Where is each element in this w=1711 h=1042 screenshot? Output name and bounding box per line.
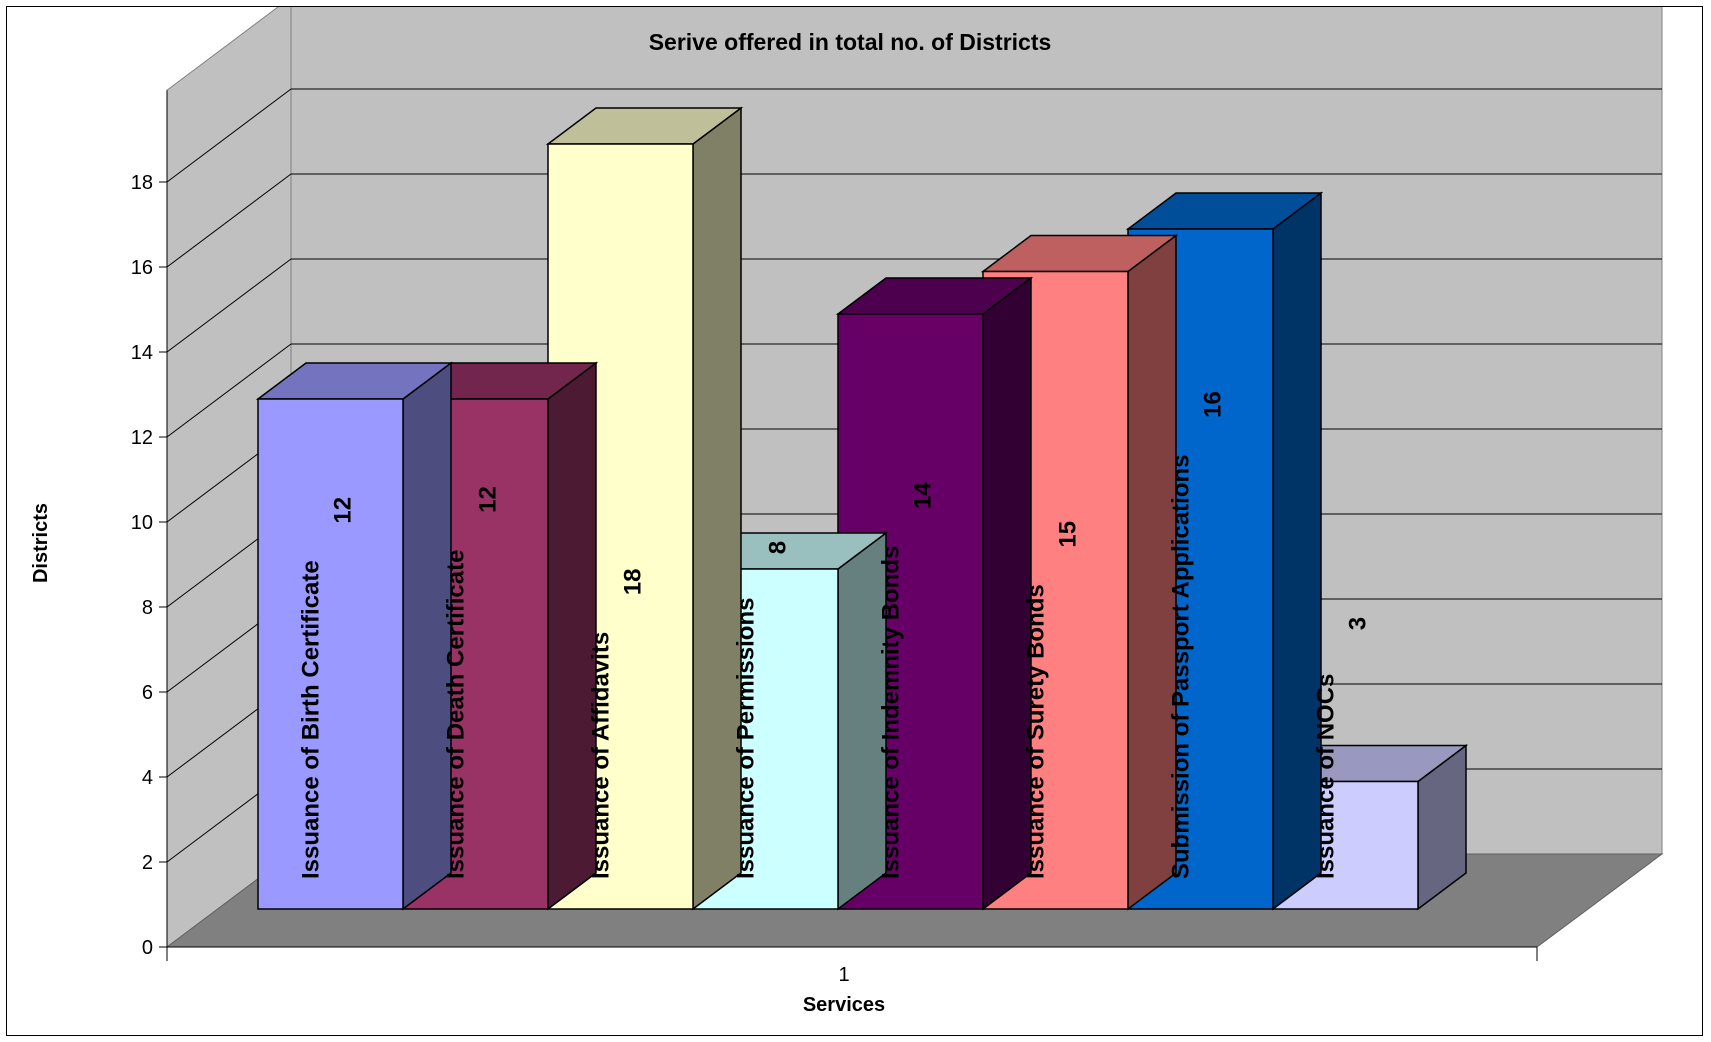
y-tick-label: 14 (131, 342, 153, 364)
data-labels: Issuance of Birth Certificate 12 Issuance … (298, 391, 1372, 879)
bar-value-label: 15 (1055, 521, 1082, 548)
bar-value-label: 12 (475, 486, 502, 513)
bar-name-label: Issuance of Surety Bonds (1023, 584, 1050, 879)
y-axis: 0 2 4 6 8 10 12 14 16 18 (131, 90, 1538, 961)
bar-name-label: Issuance of Permissions (733, 598, 760, 879)
y-tick-label: 8 (142, 597, 153, 619)
bar-name-label: Issuance of Death Certificate (443, 550, 470, 879)
bar (255, 361, 454, 911)
gridline-side (166, 258, 292, 353)
y-tick-label: 2 (142, 852, 153, 874)
y-axis-title: Districts (30, 503, 52, 583)
bar-name-label: Issuance of NOCs (1313, 674, 1340, 879)
bar-value-label: 12 (330, 497, 357, 524)
bar-name-label: Issuance of Indemnity Bonds (878, 546, 905, 879)
bar-name-label: Issuance of Affidavits (588, 632, 615, 879)
y-tick-label: 10 (131, 512, 153, 534)
y-tick-label: 18 (131, 172, 153, 194)
bar-value-label: 14 (910, 482, 937, 509)
chart-frame: 0 2 4 6 8 10 12 14 16 18 Issuance of Birth Certif… (6, 6, 1703, 1036)
chart-title: Serive offered in total no. of Districts (649, 29, 1052, 55)
x-tick-label: 1 (838, 964, 849, 986)
bar-value-label: 16 (1200, 391, 1227, 418)
gridline-side (166, 88, 292, 183)
bar-value-label: 18 (620, 568, 647, 595)
bar-front (257, 398, 404, 910)
y-tick-label: 6 (142, 682, 153, 704)
y-tick-label: 0 (142, 937, 153, 959)
bar-value-label: 8 (765, 541, 792, 554)
bars (255, 106, 1469, 911)
gridline-side (166, 173, 292, 268)
bar-name-label: Submission of Passport Applications (1168, 455, 1195, 880)
y-tick-label: 4 (142, 767, 153, 789)
gridline-side (166, 343, 292, 438)
x-axis-title: Services (803, 994, 885, 1016)
bar (545, 106, 744, 911)
bar-name-label: Issuance of Birth Certificate (298, 560, 325, 879)
bar-value-label: 3 (1345, 617, 1372, 630)
y-tick-label: 12 (131, 427, 153, 449)
y-tick-label: 16 (131, 257, 153, 279)
